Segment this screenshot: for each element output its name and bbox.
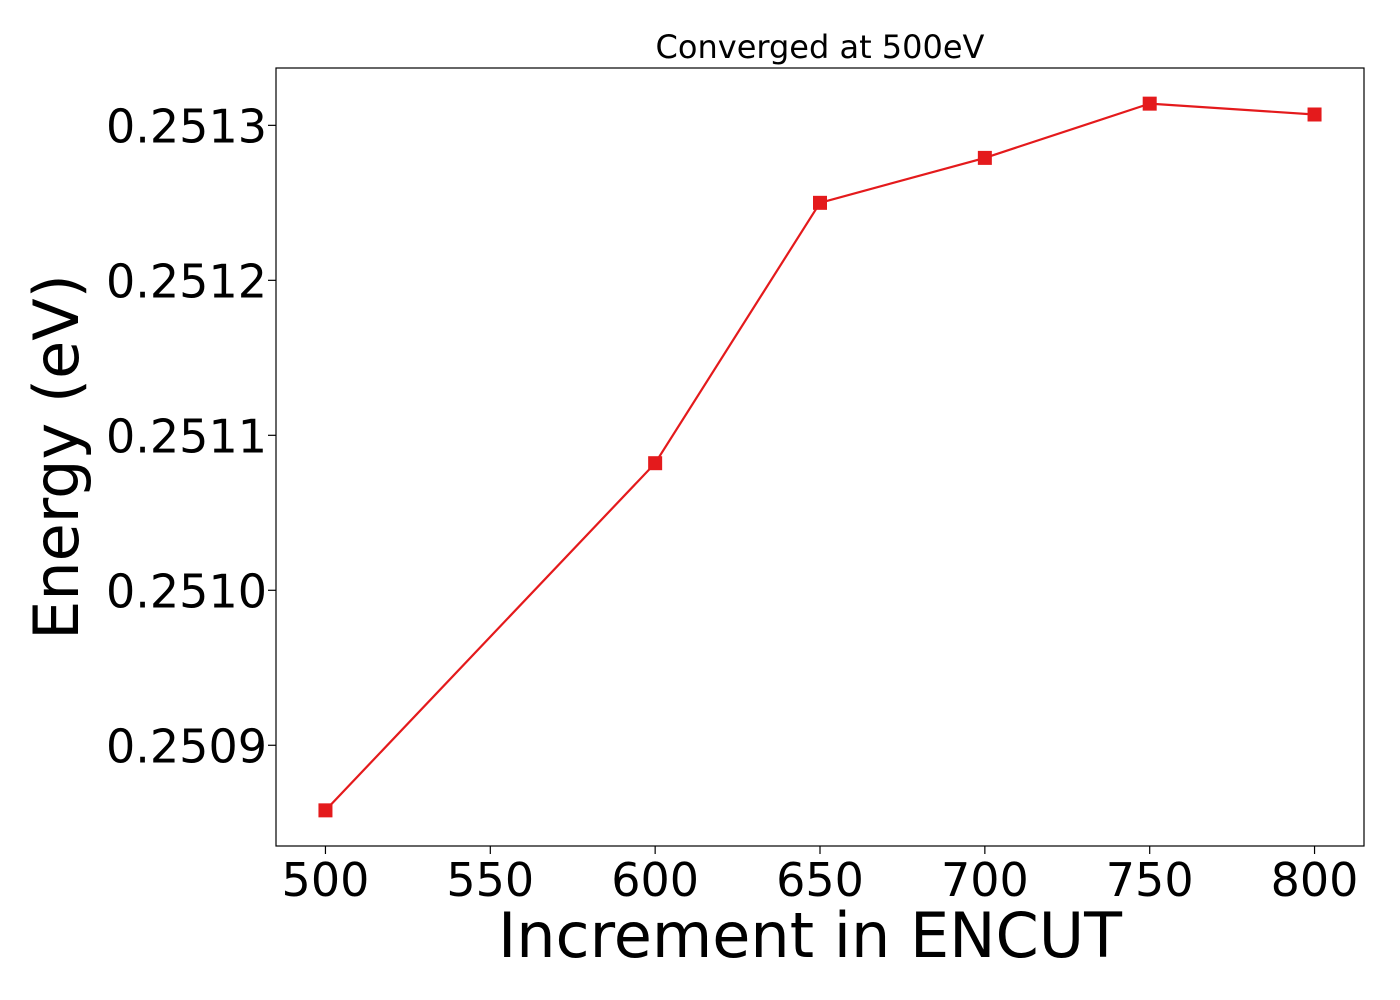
- y-tick-label: 0.2511: [106, 409, 267, 463]
- chart-title: Converged at 500eV: [656, 28, 985, 66]
- series-line: [324, 102, 1315, 812]
- data-point-marker: [648, 456, 663, 471]
- x-axis-ticks: 500 550 600 650 700 750 800: [282, 846, 1359, 907]
- x-tick-label: 650: [776, 853, 864, 907]
- series-layer: [318, 96, 1322, 818]
- x-axis-label: Increment in ENCUT: [498, 899, 1123, 972]
- y-axis-label: Energy (eV): [20, 274, 93, 640]
- data-point-marker: [813, 195, 827, 210]
- data-point-marker: [1307, 107, 1322, 122]
- x-tick-label: 500: [282, 853, 370, 907]
- data-point-marker: [318, 803, 333, 818]
- y-tick-label: 0.2510: [106, 564, 267, 618]
- x-tick-label: 700: [941, 853, 1029, 907]
- x-tick-label: 750: [1106, 853, 1194, 907]
- data-point-marker: [977, 150, 992, 165]
- y-tick-label: 0.2509: [106, 719, 267, 773]
- x-tick-label: 800: [1271, 853, 1359, 907]
- y-tick-label: 0.2512: [106, 254, 267, 308]
- y-tick-label: 0.2513: [106, 99, 267, 153]
- plot-area-frame: [275, 67, 1365, 847]
- y-axis-ticks: 0.2509 0.2510 0.2511 0.2512 0.2513: [106, 99, 276, 773]
- data-point-marker: [1142, 96, 1157, 111]
- x-tick-label: 550: [446, 853, 534, 907]
- x-tick-label: 600: [611, 853, 699, 907]
